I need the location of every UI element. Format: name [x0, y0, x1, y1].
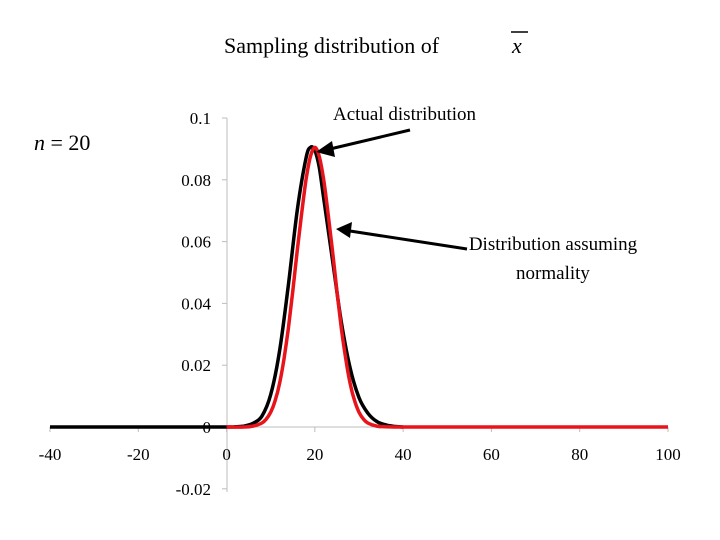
- x-ticks: -40 -20 0 20 40 60 80 100: [39, 427, 681, 464]
- x-tick-label: 0: [222, 445, 231, 464]
- x-tick-label: 80: [571, 445, 588, 464]
- x-tick-label: 20: [306, 445, 323, 464]
- y-ticks: 0.10.080.060.040.020-0.02: [176, 109, 227, 499]
- series-normal-distribution: [226, 145, 668, 429]
- x-tick-label: 40: [395, 445, 412, 464]
- y-tick-label: 0.04: [181, 294, 211, 313]
- x-bar-symbol: x: [511, 33, 522, 58]
- y-tick-label: 0.06: [181, 233, 211, 252]
- y-tick-label: -0.02: [176, 480, 211, 499]
- x-tick-label: 100: [655, 445, 681, 464]
- arrow-actual: [316, 128, 411, 157]
- annotation-actual: Actual distribution: [333, 104, 477, 125]
- sample-size-label: n = 20: [34, 130, 90, 155]
- x-tick-label: -20: [127, 445, 150, 464]
- y-tick-label: 0.1: [190, 109, 211, 128]
- x-tick-label: -40: [39, 445, 62, 464]
- annotation-normal-line1: Distribution assuming: [469, 234, 638, 255]
- y-tick-label: 0.02: [181, 356, 211, 375]
- chart-title: Sampling distribution of: [224, 33, 440, 58]
- y-tick-label: 0.08: [181, 171, 211, 190]
- x-tick-label: 60: [483, 445, 500, 464]
- arrow-normal: [336, 222, 468, 251]
- annotation-normal-line2: normality: [516, 263, 590, 284]
